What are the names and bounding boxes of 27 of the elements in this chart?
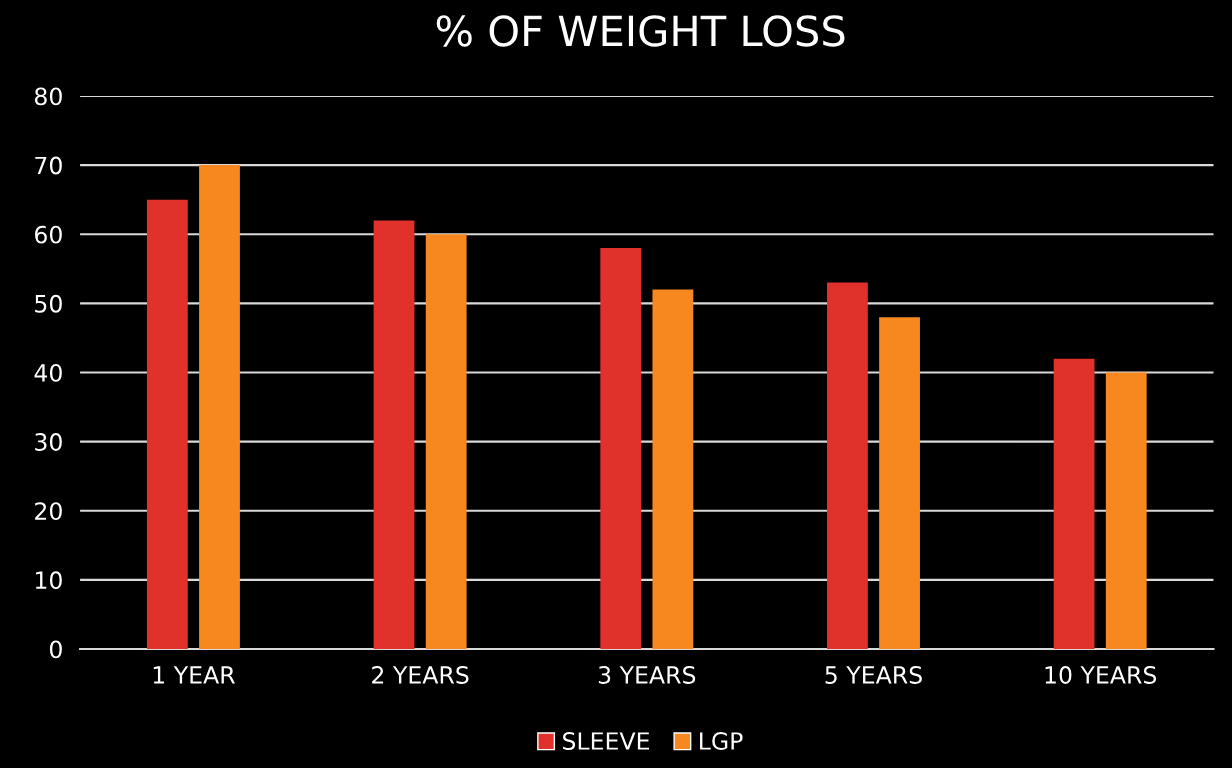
bar [1105, 372, 1147, 649]
x-tick-label: 1 YEAR [153, 666, 235, 684]
y-tick-label: 70 [35, 156, 62, 175]
y-tick-label: 50 [35, 294, 62, 313]
x-tick-label: 5 YEARS [825, 666, 922, 684]
bar [425, 234, 467, 649]
bar [652, 289, 694, 649]
chart-title: % OF WEIGHT LOSS [436, 15, 845, 47]
y-tick-label: 40 [34, 363, 62, 382]
y-tick-label: 80 [34, 87, 62, 106]
bar [146, 199, 188, 649]
y-tick-label: 20 [35, 502, 62, 521]
bar [879, 317, 920, 649]
y-tick-label: 30 [35, 433, 62, 451]
legend-label: LGP [700, 732, 743, 750]
y-tick-label: 0 [49, 640, 62, 659]
bar [373, 220, 415, 649]
bar [199, 165, 240, 649]
x-tick-label: 10 YEARS [1045, 666, 1157, 684]
bar [1053, 358, 1095, 649]
x-tick-label: 3 YEARS [598, 666, 696, 684]
bar [600, 248, 642, 649]
y-tick-label: 60 [35, 225, 62, 244]
x-tick-label: 2 YEARS [372, 666, 469, 684]
legend-label: SLEEVE [563, 732, 649, 750]
bar [827, 282, 868, 649]
y-tick-label: 10 [35, 571, 62, 590]
